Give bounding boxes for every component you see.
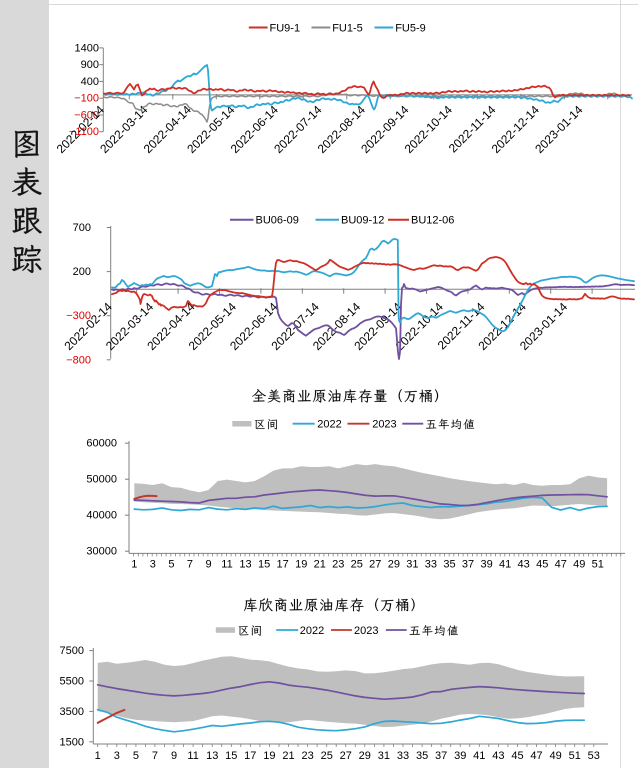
svg-text:45: 45 bbox=[536, 558, 548, 570]
svg-text:13: 13 bbox=[239, 558, 251, 570]
svg-text:23: 23 bbox=[332, 558, 344, 570]
svg-text:49: 49 bbox=[573, 558, 585, 570]
svg-text:1400: 1400 bbox=[75, 42, 99, 54]
svg-text:51: 51 bbox=[592, 558, 604, 570]
svg-text:11: 11 bbox=[221, 558, 232, 570]
svg-text:15: 15 bbox=[225, 750, 237, 762]
svg-text:47: 47 bbox=[555, 558, 567, 570]
svg-text:2023: 2023 bbox=[354, 625, 378, 637]
svg-text:19: 19 bbox=[295, 558, 307, 570]
svg-text:11: 11 bbox=[187, 750, 198, 762]
svg-text:900: 900 bbox=[81, 59, 99, 71]
svg-text:400: 400 bbox=[81, 76, 99, 88]
svg-text:17: 17 bbox=[276, 558, 288, 570]
svg-text:21: 21 bbox=[314, 558, 326, 570]
svg-text:7: 7 bbox=[187, 558, 193, 570]
svg-text:17: 17 bbox=[244, 750, 256, 762]
svg-text:43: 43 bbox=[492, 750, 504, 762]
svg-text:1500: 1500 bbox=[60, 736, 84, 748]
svg-text:47: 47 bbox=[530, 750, 542, 762]
svg-text:30000: 30000 bbox=[86, 546, 117, 558]
svg-text:FU5-9: FU5-9 bbox=[395, 23, 426, 35]
svg-text:21: 21 bbox=[282, 750, 294, 762]
svg-text:37: 37 bbox=[435, 750, 447, 762]
svg-text:7500: 7500 bbox=[60, 645, 84, 657]
svg-text:60000: 60000 bbox=[86, 438, 117, 450]
svg-text:−800: −800 bbox=[66, 354, 91, 366]
svg-text:25: 25 bbox=[351, 558, 363, 570]
svg-text:−1100: −1100 bbox=[69, 126, 99, 138]
svg-text:−100: −100 bbox=[74, 93, 99, 105]
svg-text:41: 41 bbox=[473, 750, 485, 762]
svg-text:15: 15 bbox=[258, 558, 270, 570]
svg-text:2023: 2023 bbox=[372, 419, 396, 431]
svg-text:27: 27 bbox=[369, 558, 381, 570]
svg-text:41: 41 bbox=[499, 558, 511, 570]
svg-text:3: 3 bbox=[150, 558, 156, 570]
svg-text:−300: −300 bbox=[66, 310, 91, 322]
svg-text:BU06-09: BU06-09 bbox=[256, 215, 299, 227]
svg-text:9: 9 bbox=[205, 558, 211, 570]
svg-text:3: 3 bbox=[114, 750, 120, 762]
svg-text:25: 25 bbox=[321, 750, 333, 762]
svg-text:31: 31 bbox=[378, 750, 390, 762]
svg-text:700: 700 bbox=[73, 222, 91, 234]
svg-text:3500: 3500 bbox=[60, 706, 84, 718]
svg-text:37: 37 bbox=[462, 558, 474, 570]
svg-text:43: 43 bbox=[517, 558, 529, 570]
svg-text:33: 33 bbox=[425, 558, 437, 570]
svg-text:9: 9 bbox=[171, 750, 177, 762]
svg-text:13: 13 bbox=[206, 750, 218, 762]
svg-text:1: 1 bbox=[95, 750, 101, 762]
svg-text:39: 39 bbox=[454, 750, 466, 762]
svg-text:FU9-1: FU9-1 bbox=[270, 23, 301, 35]
svg-text:2022: 2022 bbox=[317, 419, 341, 431]
svg-text:27: 27 bbox=[340, 750, 352, 762]
svg-text:53: 53 bbox=[588, 750, 600, 762]
svg-text:BU12-06: BU12-06 bbox=[411, 215, 454, 227]
svg-text:49: 49 bbox=[549, 750, 561, 762]
svg-text:7: 7 bbox=[152, 750, 158, 762]
svg-text:BU09-12: BU09-12 bbox=[341, 215, 384, 227]
svg-text:200: 200 bbox=[73, 266, 91, 278]
svg-text:2022: 2022 bbox=[300, 625, 324, 637]
svg-text:−600: −600 bbox=[74, 110, 99, 122]
svg-text:51: 51 bbox=[569, 750, 581, 762]
svg-text:31: 31 bbox=[406, 558, 418, 570]
svg-text:35: 35 bbox=[443, 558, 455, 570]
svg-text:50000: 50000 bbox=[86, 474, 117, 486]
svg-text:5: 5 bbox=[168, 558, 174, 570]
svg-text:5500: 5500 bbox=[60, 676, 84, 688]
svg-text:33: 33 bbox=[397, 750, 409, 762]
svg-text:FU1-5: FU1-5 bbox=[332, 23, 363, 35]
svg-text:40000: 40000 bbox=[86, 510, 117, 522]
svg-text:23: 23 bbox=[301, 750, 313, 762]
svg-text:35: 35 bbox=[416, 750, 428, 762]
svg-text:29: 29 bbox=[359, 750, 371, 762]
svg-text:19: 19 bbox=[263, 750, 275, 762]
svg-text:29: 29 bbox=[388, 558, 400, 570]
svg-text:1: 1 bbox=[131, 558, 137, 570]
svg-text:5: 5 bbox=[133, 750, 139, 762]
svg-text:39: 39 bbox=[480, 558, 492, 570]
svg-text:45: 45 bbox=[511, 750, 523, 762]
